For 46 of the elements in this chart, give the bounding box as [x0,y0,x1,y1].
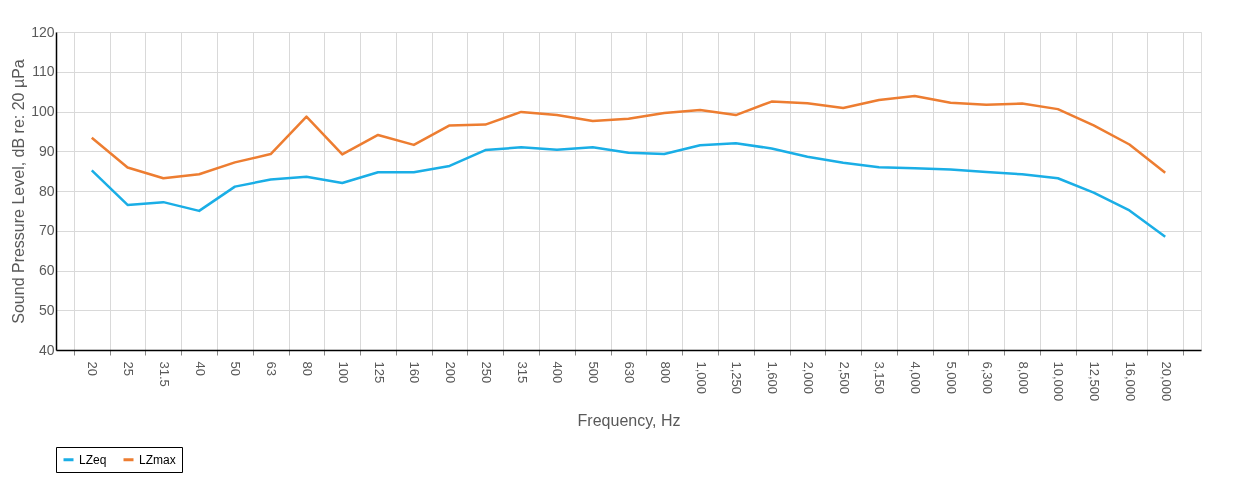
x-tick-label: 1,600 [765,361,781,395]
x-tick-label: 500 [586,361,602,384]
x-tick-label: 800 [657,361,673,384]
y-tick-label: 70 [38,222,55,239]
y-tick-label: 90 [38,142,55,159]
y-tick-label: 80 [38,182,55,199]
x-tick-label: 400 [550,361,566,384]
x-tick-label: 2,500 [836,361,852,395]
x-tick-label: 20,000 [1158,361,1174,402]
x-tick-label: 630 [622,361,637,384]
y-tick-label: 40 [38,341,55,358]
x-tick-label: 100 [335,361,351,384]
y-axis-title: Sound Pressure Level, dB re: 20 µPa [10,59,28,324]
x-tick-label: 4,000 [908,361,924,395]
x-tick-label: 40 [192,361,208,376]
x-tick-label: 80 [299,361,315,376]
x-tick-label: 31.5 [156,361,172,387]
x-tick-label: 1,250 [729,361,745,395]
x-tick-label: 1,000 [693,361,709,395]
legend-label: LZmax [139,452,176,467]
x-tick-label: 6,300 [979,361,995,395]
x-tick-label: 12,500 [1087,361,1103,402]
y-tick-label: 50 [38,301,55,318]
x-tick-label: 3,150 [872,361,888,395]
x-tick-label: 5,000 [944,361,960,395]
x-tick-label: 200 [443,361,459,384]
x-tick-label: 20 [85,361,101,376]
y-tick-label: 60 [38,262,55,278]
x-axis-title: Frequency, Hz [577,412,681,430]
y-tick-label: 110 [32,63,55,80]
x-tick-label: 125 [371,361,387,384]
y-tick-label: 100 [31,103,55,119]
legend-label: LZeq [79,452,107,467]
y-tick-label: 120 [31,23,55,40]
x-tick-label: 160 [407,361,423,384]
x-tick-label: 16,000 [1122,361,1138,402]
x-tick-label: 315 [514,361,530,384]
x-tick-label: 10,000 [1051,361,1067,402]
x-tick-label: 50 [228,361,244,376]
x-tick-label: 8,000 [1015,361,1031,395]
x-tick-label: 250 [478,361,494,384]
line-series [90,142,1167,238]
x-tick-label: 63 [264,361,280,376]
x-tick-label: 2,000 [800,361,816,395]
x-tick-label: 25 [121,361,137,376]
line-series [90,94,1167,180]
